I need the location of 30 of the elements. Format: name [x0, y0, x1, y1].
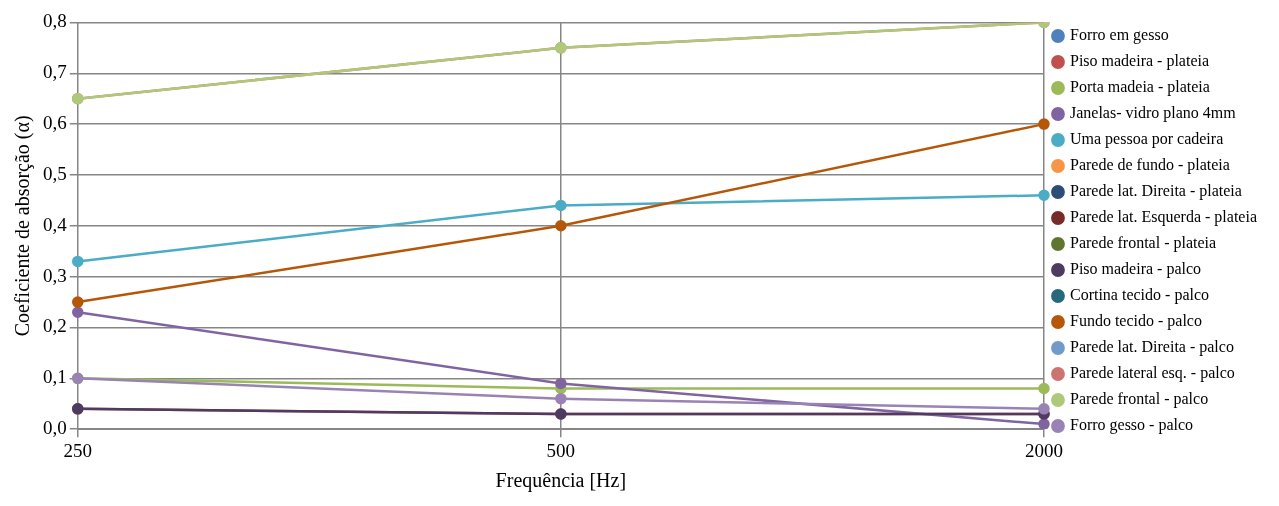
- y-tick-label: 0,7: [43, 61, 67, 83]
- y-tick-label: 0,2: [43, 315, 67, 337]
- legend-label: Piso madeira - palco: [1069, 260, 1202, 279]
- legend-label: Parede de fundo - plateia: [1069, 156, 1230, 175]
- legend-label: Parede lateral esq. - palco: [1069, 364, 1235, 383]
- y-tick-label: 0,4: [43, 213, 68, 235]
- legend-label: Parede lat. Esquerda - plateia: [1069, 208, 1258, 227]
- legend-label: Porta madeia - plateia: [1069, 78, 1210, 97]
- x-tick-label: 500: [546, 439, 576, 461]
- legend-label: Piso madeira - plateia: [1069, 52, 1210, 71]
- y-tick-label: 0,8: [43, 10, 67, 32]
- legend-label: Forro em gesso: [1069, 26, 1169, 45]
- legend-label: Parede frontal - palco: [1069, 390, 1209, 409]
- y-tick-label: 0,5: [43, 162, 67, 184]
- x-tick-label: 250: [63, 439, 92, 461]
- y-axis-title: Coeficiente de absorção (α): [11, 115, 35, 337]
- y-tick-label: 0,3: [43, 264, 67, 286]
- y-tick-label: 0,0: [43, 417, 67, 439]
- legend-label: Fundo tecido - palco: [1069, 312, 1202, 331]
- x-tick-label: 2000: [1024, 439, 1063, 461]
- y-tick-label: 0,1: [43, 366, 67, 388]
- legend-label: Uma pessoa por cadeira: [1069, 130, 1224, 149]
- x-axis-title: Frequência [Hz]: [495, 469, 627, 493]
- y-tick-label: 0,6: [43, 112, 67, 134]
- legend-label: Forro gesso - palco: [1069, 416, 1194, 435]
- legend-label: Parede frontal - plateia: [1069, 234, 1217, 253]
- legend-label: Janelas- vidro plano 4mm: [1069, 104, 1237, 123]
- legend-label: Parede lat. Direita - palco: [1069, 338, 1234, 357]
- legend-label: Parede lat. Direita - plateia: [1069, 182, 1242, 201]
- legend-label: Cortina tecido - palco: [1069, 286, 1210, 305]
